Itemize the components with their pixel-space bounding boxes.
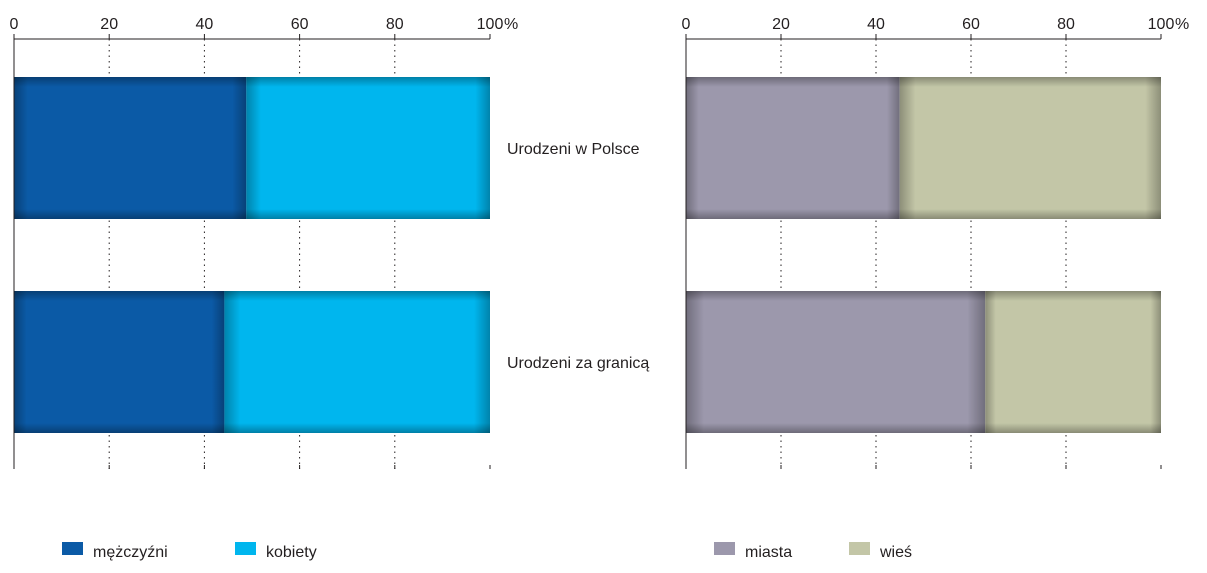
tick-label: 80	[1057, 16, 1075, 33]
bar-shade-h	[686, 291, 986, 433]
tick-label: 20	[772, 16, 790, 33]
unit-label: %	[504, 16, 518, 33]
legend-item: mężczyźni	[62, 542, 168, 561]
bar-segment	[14, 77, 247, 219]
legend-swatch	[849, 542, 870, 555]
bar-segment	[686, 77, 900, 219]
bar-shade-h	[224, 291, 490, 433]
unit-label: %	[1175, 16, 1189, 33]
bar-segment	[14, 291, 225, 433]
legend-swatch	[714, 542, 735, 555]
bar-shade-h	[686, 77, 900, 219]
category-label: Urodzeni za granicą	[507, 355, 649, 372]
legend-label: wieś	[879, 544, 912, 561]
tick-label: 20	[100, 16, 118, 33]
tick-label: 100	[477, 16, 504, 33]
chart-panel-2: 0 20 40 60 80 100 % miasta wieś	[682, 16, 1190, 561]
tick-label: 40	[867, 16, 885, 33]
legend-item: wieś	[849, 542, 912, 561]
tick-label: 80	[386, 16, 404, 33]
legend-label: miasta	[745, 544, 792, 561]
bar-segment	[899, 77, 1161, 219]
tick-label: 0	[682, 16, 691, 33]
bar-segment	[224, 291, 490, 433]
legend-item: kobiety	[235, 542, 317, 561]
category-label: Urodzeni w Polsce	[507, 141, 640, 158]
tick-label: 0	[10, 16, 19, 33]
tick-label: 60	[291, 16, 309, 33]
tick-label: 60	[962, 16, 980, 33]
legend-item: miasta	[714, 542, 792, 561]
legend-label: mężczyźni	[93, 544, 168, 561]
tick-label: 100	[1148, 16, 1175, 33]
bar-shade-h	[985, 291, 1161, 433]
chart-panel-1: Urodzeni w Polsce Urodzeni za granicą 0 20 4…	[10, 16, 650, 561]
bar-shade-h	[899, 77, 1161, 219]
bar-segment	[686, 291, 986, 433]
bar-shade-h	[14, 77, 247, 219]
bar-shade-h	[246, 77, 490, 219]
bar-segment	[246, 77, 490, 219]
bar-segment	[985, 291, 1161, 433]
legend-swatch	[235, 542, 256, 555]
legend-label: kobiety	[266, 544, 317, 561]
tick-label: 40	[196, 16, 214, 33]
bar-shade-h	[14, 291, 225, 433]
legend-swatch	[62, 542, 83, 555]
